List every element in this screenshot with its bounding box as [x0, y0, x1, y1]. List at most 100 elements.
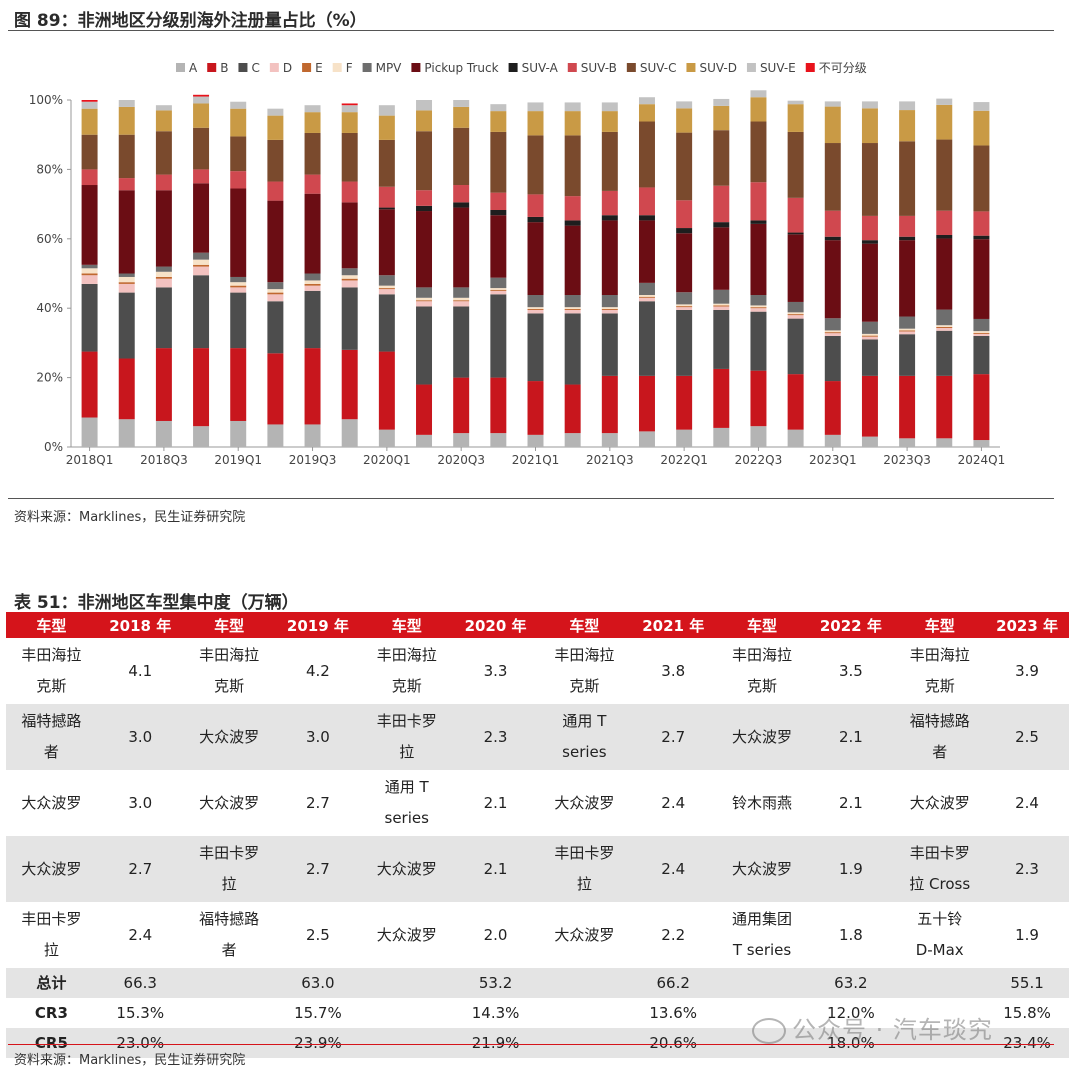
bar-segment: [638, 282, 655, 296]
model-cell: 大众波罗: [6, 836, 97, 902]
bar-segment: [750, 182, 767, 221]
bar-segment: [973, 332, 990, 334]
chart-bottom-rule: [8, 498, 1054, 499]
bar-segment: [378, 289, 395, 295]
bar-segment: [676, 200, 693, 229]
x-tick-label: 2019Q1: [214, 453, 262, 467]
bar-segment: [230, 276, 247, 283]
stacked-bar-chart: A B C D E F MPV Pickup Truck SUV-A SUV-B SUV-C SUV-…: [29, 61, 1006, 467]
legend-label: SUV-A: [522, 61, 559, 75]
bar-segment: [787, 315, 804, 319]
model-cell: 福特撼路者: [894, 704, 986, 770]
volume-cell: 3.9: [1015, 661, 1039, 680]
bar-segment: [416, 434, 433, 447]
bar-segment: [416, 297, 433, 301]
bar-segment: [973, 102, 990, 111]
bar-segment: [899, 110, 916, 142]
bar-segment: [341, 105, 358, 113]
bar-segment: [936, 327, 953, 331]
figure-title: 图 89：非洲地区分级别海外注册量占比（%）: [14, 11, 367, 31]
bar-segment: [713, 427, 730, 447]
bar-segment: [193, 264, 210, 267]
legend-label: D: [283, 61, 292, 75]
bar-segment: [118, 106, 135, 135]
bar-segment: [453, 301, 470, 307]
model-cell: 大众波罗: [361, 836, 453, 902]
table-source: 资料来源：Marklines，民生证券研究院: [14, 1053, 246, 1068]
bar-segment: [527, 111, 544, 136]
bar-segment: [824, 330, 841, 333]
bar-segment: [899, 375, 916, 439]
summary-value: 53.2: [452, 968, 539, 998]
volume-cell: 2.3: [985, 836, 1069, 902]
bar-segment: [750, 121, 767, 183]
summary-spacer: [894, 968, 986, 998]
bar-segment: [118, 282, 135, 284]
bar-segment: [230, 292, 247, 349]
x-tick-label: 2022Q3: [735, 453, 783, 467]
watermark-text: 公众号 · 汽车琰究: [792, 1016, 993, 1044]
bar-segment: [118, 283, 135, 293]
bar-segment: [787, 429, 804, 447]
bar-segment: [564, 220, 581, 226]
bar-segment: [453, 106, 470, 128]
volume-cell: 2.4: [128, 925, 153, 944]
x-tick-label: 2024Q1: [958, 453, 1006, 467]
x-tick-label: 2018Q3: [140, 453, 188, 467]
bar-segment: [564, 225, 581, 296]
bar-segment: [230, 282, 247, 286]
legend-swatch: [746, 63, 756, 72]
bar-segment: [527, 308, 544, 310]
bar-segment: [378, 105, 395, 116]
legend-swatch: [238, 63, 248, 72]
bar-segment: [230, 171, 247, 189]
model-cell: 丰田卡罗拉: [183, 836, 275, 902]
bar-segment: [973, 110, 990, 146]
legend-label: B: [220, 61, 228, 75]
summary-spacer: [183, 1028, 275, 1058]
bar-segment: [193, 103, 210, 128]
column-header: 2020 年: [452, 612, 539, 638]
model-cell: 丰田海拉 克斯: [554, 646, 615, 695]
bar-segment: [713, 289, 730, 304]
bar-segment: [713, 105, 730, 131]
x-tick-label: 2022Q1: [660, 453, 708, 467]
bar-segment: [936, 309, 953, 326]
bar-segment: [713, 130, 730, 186]
bar-segment: [193, 266, 210, 276]
bar-segment: [378, 207, 395, 210]
bar-segment: [601, 433, 618, 447]
bar-segment: [750, 97, 767, 122]
bar-segment: [750, 295, 767, 306]
bar-segment: [341, 202, 358, 269]
bar-segment: [638, 121, 655, 188]
bar-segment: [638, 295, 655, 297]
bar-segment: [936, 139, 953, 211]
bar-segment: [416, 131, 433, 191]
bar-segment: [81, 101, 98, 109]
volume-cell: 3.0: [96, 704, 184, 770]
y-tick-label: 100%: [29, 93, 63, 107]
summary-value: 23.0%: [96, 1028, 184, 1058]
bar-segment: [81, 264, 98, 269]
bar-segment: [490, 288, 507, 290]
bar-segment: [973, 374, 990, 441]
model-cell: 丰田海拉 克斯: [376, 646, 437, 695]
bar-segment: [899, 215, 916, 237]
bar-segment: [601, 307, 618, 309]
column-header: 车型: [6, 612, 97, 638]
wechat-icon: [752, 1018, 786, 1044]
bar-segment: [490, 192, 507, 210]
y-tick-label: 80%: [36, 162, 63, 176]
x-tick-label: 2021Q3: [586, 453, 634, 467]
bar-segment: [230, 101, 247, 109]
bar-segment: [527, 135, 544, 195]
bar-segment: [341, 278, 358, 281]
bar-segment: [973, 145, 990, 212]
bar-segment: [155, 276, 172, 279]
bar-segment: [416, 300, 433, 302]
column-header: 2023 年: [985, 612, 1069, 638]
bar-segment: [193, 127, 210, 170]
